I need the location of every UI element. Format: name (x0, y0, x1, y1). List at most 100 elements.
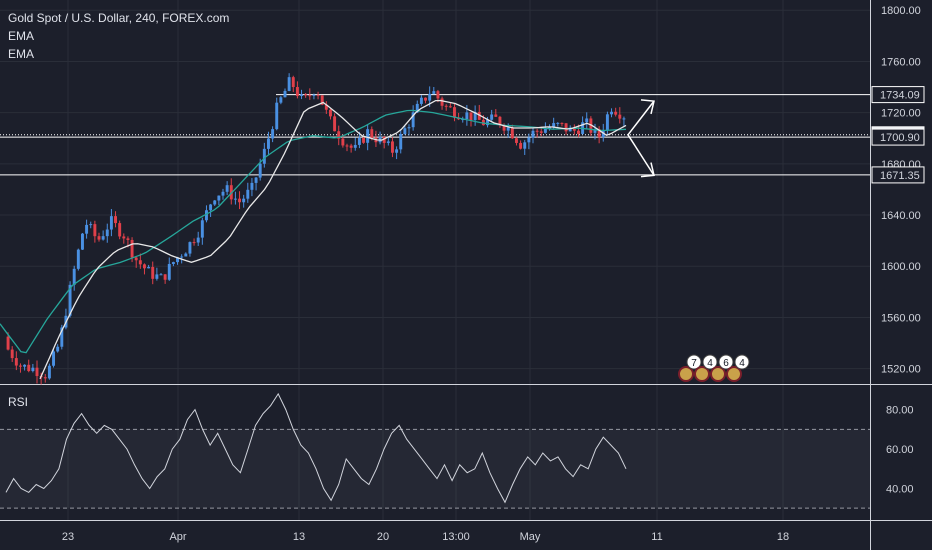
candle (35, 360, 39, 384)
time-axis: 23 Apr 13 20 13:00 May 11 18 (62, 531, 789, 543)
price-tick-label: 1560.00 (881, 312, 921, 324)
candle (490, 109, 494, 121)
candle-body (14, 358, 18, 366)
candle (448, 102, 452, 108)
candle (27, 359, 31, 373)
candle-body (477, 111, 481, 120)
candle (271, 126, 275, 143)
candle (419, 95, 423, 106)
price-tick-label: 1720.00 (881, 108, 921, 120)
price-tick-label: 1760.00 (881, 56, 921, 68)
candle-body (349, 145, 353, 148)
candle (399, 129, 403, 154)
ema-legend-1[interactable]: EMA (8, 29, 34, 43)
candle-body (498, 116, 502, 126)
candle-body (473, 111, 477, 121)
event-flag-icon (678, 366, 694, 382)
time-tick-label: Apr (169, 531, 186, 543)
candle-body (217, 195, 221, 201)
candle (353, 137, 357, 151)
candle (556, 122, 560, 127)
candle (473, 105, 477, 126)
candle-body (362, 137, 365, 143)
candle (101, 230, 105, 241)
candle-body (527, 137, 531, 143)
candle-body (56, 346, 60, 352)
candle (109, 209, 113, 237)
candle-body (6, 336, 10, 350)
candle (432, 87, 436, 95)
candle-body (395, 149, 399, 153)
candle (97, 232, 101, 242)
candle (333, 113, 337, 132)
candle-body (283, 90, 287, 98)
candle (593, 123, 597, 140)
event-badge[interactable]: 4 (726, 354, 750, 382)
ema-slow-line (0, 109, 627, 354)
candle-body (366, 129, 370, 143)
candle-body (151, 266, 155, 279)
candle-body (415, 103, 419, 113)
event-badge[interactable]: 6 (710, 354, 734, 382)
candle-body (143, 264, 146, 269)
event-badge[interactable]: 4 (694, 354, 718, 382)
candle-body (271, 129, 275, 139)
candle-body (444, 105, 448, 107)
candle-body (205, 210, 208, 221)
candle-body (614, 111, 618, 115)
candle (531, 128, 535, 144)
candle-body (622, 118, 626, 120)
candle (122, 233, 126, 244)
candle (382, 136, 386, 149)
candle-body (171, 262, 175, 264)
candle-body (291, 77, 295, 88)
candle-body (543, 128, 547, 133)
candle-body (618, 114, 622, 119)
projection-arrows (627, 99, 655, 178)
candle-body (436, 91, 440, 99)
time-tick-label: 13:00 (442, 531, 470, 543)
candle (535, 128, 539, 138)
candle (597, 126, 601, 144)
candle (134, 256, 138, 268)
candle (498, 115, 502, 128)
candle-body (560, 122, 564, 124)
event-count-circle (686, 354, 702, 370)
candle-body (610, 111, 613, 115)
rsi-title[interactable]: RSI (8, 395, 28, 409)
candle-body (510, 127, 514, 139)
level-tag-box (871, 128, 925, 146)
candle-body (122, 236, 126, 239)
candle-body (184, 253, 188, 257)
candle (291, 75, 295, 93)
level-tag-box (871, 86, 925, 104)
candle (254, 176, 258, 191)
candle-body (440, 98, 444, 106)
candle-body (419, 97, 423, 104)
candle (10, 346, 14, 362)
candle-body (428, 93, 432, 101)
rsi-pane (0, 392, 870, 509)
candle (614, 107, 618, 117)
candle (523, 139, 527, 155)
candle-body (329, 109, 332, 117)
candle-body (357, 137, 361, 145)
candle-body (531, 130, 535, 138)
candle (585, 112, 589, 130)
ema-legend-2[interactable]: EMA (8, 47, 34, 61)
event-flag-icon (710, 366, 726, 382)
down-arrow-head (640, 162, 655, 178)
time-tick-label: 18 (777, 531, 789, 543)
candle-body (27, 364, 31, 372)
rsi-line (5, 392, 627, 504)
candle (357, 131, 361, 149)
candle-body (72, 268, 76, 285)
candle-body (221, 191, 225, 196)
candle-body (589, 118, 593, 133)
up-arrow-head (640, 99, 655, 115)
event-badge[interactable]: 7 (678, 354, 702, 382)
